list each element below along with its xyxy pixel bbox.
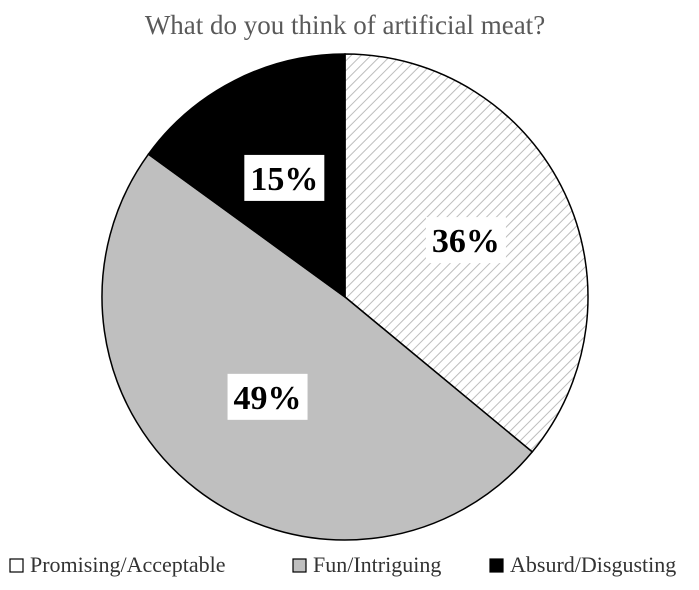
- legend-item-absurd-disgusting: Absurd/Disgusting: [489, 552, 676, 577]
- legend-label: Promising/Acceptable: [30, 552, 226, 577]
- data-label-fun-intriguing: 49%: [227, 373, 308, 420]
- legend-item-fun-intriguing: Fun/Intriguing: [292, 552, 441, 577]
- legend-swatch: [9, 558, 24, 573]
- data-label-box: [244, 154, 325, 201]
- data-label-box: [425, 217, 506, 264]
- data-labels: 36% 49% 15%: [227, 154, 506, 420]
- pie-slice-fun-intriguing: [101, 153, 534, 541]
- legend-label: Absurd/Disgusting: [510, 552, 676, 577]
- legend-swatch: [292, 558, 307, 573]
- data-label-box: [227, 373, 308, 420]
- data-label-text: 15%: [250, 161, 318, 198]
- data-label-text: 36%: [432, 223, 500, 260]
- data-label-text: 49%: [234, 380, 302, 417]
- legend-swatch: [489, 558, 504, 573]
- legend-label: Fun/Intriguing: [313, 552, 441, 577]
- data-label-promising-acceptable: 36%: [425, 217, 506, 264]
- chart-title: What do you think of artificial meat?: [145, 10, 545, 40]
- data-label-absurd-disgusting: 15%: [244, 154, 325, 201]
- pie-slices: [101, 53, 589, 541]
- legend-item-promising-acceptable: Promising/Acceptable: [9, 552, 226, 577]
- legend: Promising/Acceptable Fun/Intriguing Absurd…: [9, 552, 676, 577]
